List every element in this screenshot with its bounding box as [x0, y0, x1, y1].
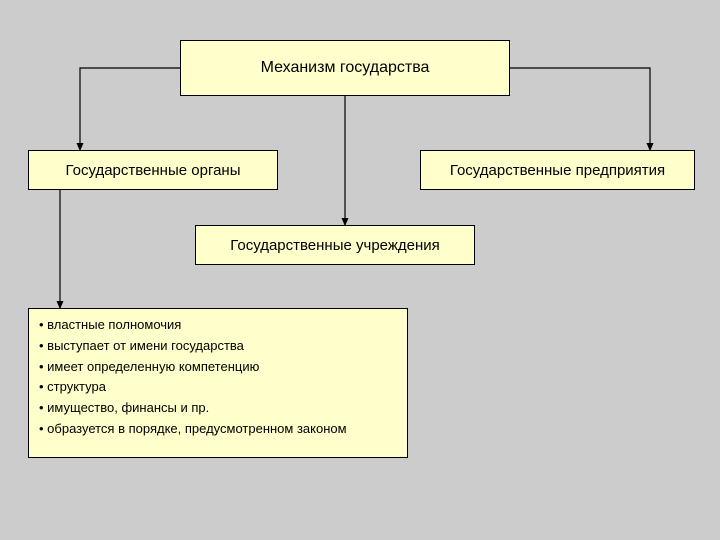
bullet-item: • выступает от имени государства	[39, 336, 347, 357]
bullet-item: • властные полномочия	[39, 315, 347, 336]
node-root-label: Механизм государства	[261, 59, 430, 77]
node-root: Механизм государства	[180, 40, 510, 96]
node-institutions-label: Государственные учреждения	[230, 237, 440, 254]
node-institutions: Государственные учреждения	[195, 225, 475, 265]
bullet-item: • структура	[39, 377, 347, 398]
node-enterprises-label: Государственные предприятия	[450, 162, 665, 179]
node-organs-label: Государственные органы	[65, 162, 240, 179]
node-details: • властные полномочия • выступает от име…	[28, 308, 408, 458]
details-bullets: • властные полномочия • выступает от име…	[39, 315, 347, 440]
bullet-item: • образуется в порядке, предусмотренном …	[39, 419, 347, 440]
bullet-item: • имеет определенную компетенцию	[39, 357, 347, 378]
node-enterprises: Государственные предприятия	[420, 150, 695, 190]
bullet-item: • имущество, финансы и пр.	[39, 398, 347, 419]
node-organs: Государственные органы	[28, 150, 278, 190]
